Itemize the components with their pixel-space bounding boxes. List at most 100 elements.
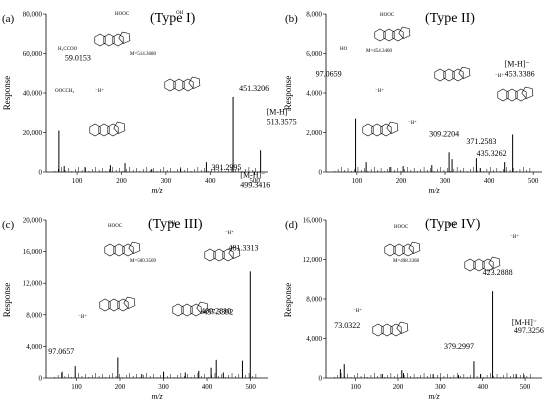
ring-shape xyxy=(372,323,384,337)
ring-shape xyxy=(190,303,202,317)
peak-annotation: 97.0659 xyxy=(316,70,342,79)
ring-shape xyxy=(89,123,101,137)
y-axis-label: Response xyxy=(283,283,293,318)
chart-title: (Type I) xyxy=(150,11,196,26)
ring-shape xyxy=(506,88,518,102)
molecule-structure xyxy=(104,241,141,257)
x-axis-label: m/z xyxy=(151,392,163,401)
peak-annotation: 437.3392 xyxy=(203,307,233,316)
peak-annotation: [M-H]⁻ xyxy=(512,318,537,327)
chart-panel-2: 0 2,000 4,000 6,000 8,000 100 200 300 400 500 m/z R… xyxy=(283,11,542,195)
x-tick-label: 500 xyxy=(249,177,260,185)
ring-shape xyxy=(196,301,209,314)
ring-shape xyxy=(488,256,501,269)
molecule-structure xyxy=(89,121,126,137)
structure-text: M=498.3368 xyxy=(393,259,420,264)
panel-label: (b) xyxy=(285,13,298,25)
chart-title: (Type III) xyxy=(148,217,203,232)
ring-shape xyxy=(515,88,527,102)
y-tick-label: 40,000 xyxy=(23,90,43,98)
ring-shape xyxy=(181,303,193,317)
ring-shape xyxy=(386,121,399,134)
y-tick-label: 16,000 xyxy=(303,217,323,225)
peak-annotation: 435.3262 xyxy=(477,149,507,158)
molecule-structure xyxy=(164,76,201,92)
ring-shape xyxy=(473,258,485,272)
x-tick-label: 400 xyxy=(202,383,213,391)
y-tick-label: 0 xyxy=(319,375,323,383)
peak-annotation: 371.2583 xyxy=(466,137,496,146)
peak-annotation: [M-H]⁻ xyxy=(505,59,530,68)
x-axis-label: m/z xyxy=(428,392,440,401)
structure-text: ⁻H⁺ xyxy=(408,120,417,126)
chart-panel-4: 0 4,000 8,000 12,000 16,000 100 200 300 400 500 m/… xyxy=(283,217,544,402)
ring-shape xyxy=(362,123,374,137)
y-tick-label: 8,000 xyxy=(26,311,42,319)
x-tick-label: 400 xyxy=(205,177,216,185)
peak-annotation: 379.2997 xyxy=(444,342,474,351)
panel-label: (d) xyxy=(285,219,298,231)
x-tick-label: 400 xyxy=(484,177,495,185)
ring-shape xyxy=(99,298,111,312)
structure-text: HOOC xyxy=(380,13,395,18)
molecule-structure xyxy=(497,86,534,102)
peak-annotation: 391.2995 xyxy=(211,163,241,172)
ring-shape xyxy=(103,33,115,47)
structure-text: H₃CCOO xyxy=(58,47,78,52)
peak-annotation: 423.2888 xyxy=(483,268,513,277)
panel-label: (a) xyxy=(2,13,15,25)
structure-text: ⁻H⁺ xyxy=(375,88,384,94)
ring-shape xyxy=(464,258,476,272)
molecule-structure xyxy=(94,31,131,47)
y-tick-label: 2,000 xyxy=(306,129,322,137)
ring-shape xyxy=(98,123,110,137)
ring-shape xyxy=(497,88,509,102)
molecule-structure xyxy=(372,321,409,337)
structure-text: ⁻H⁺ xyxy=(495,73,504,79)
peak-annotation: 453.3386 xyxy=(505,69,535,78)
structure-text: OH xyxy=(448,223,456,228)
peak-annotation: 97.0657 xyxy=(48,347,74,356)
x-tick-label: 500 xyxy=(245,383,256,391)
structure-text: ⁻H⁺ xyxy=(510,234,519,240)
structure-text: M=454.3460 xyxy=(366,49,393,54)
ring-shape xyxy=(104,243,116,257)
structure-text: ⁻H⁺ xyxy=(95,88,104,94)
x-tick-label: 200 xyxy=(115,383,126,391)
ring-shape xyxy=(390,323,402,337)
x-tick-label: 500 xyxy=(520,383,531,391)
ring-shape xyxy=(112,33,124,47)
y-tick-label: 0 xyxy=(39,375,43,383)
ring-shape xyxy=(371,123,383,137)
molecule-structure xyxy=(434,66,471,82)
ring-shape xyxy=(458,66,471,79)
structure-text: HO xyxy=(340,47,348,52)
x-tick-label: 300 xyxy=(440,177,451,185)
y-tick-label: 16,000 xyxy=(23,248,43,256)
chart-title: (Type II) xyxy=(425,11,475,26)
ring-shape xyxy=(380,123,392,137)
structure-text: ⁻H⁺ xyxy=(225,230,234,236)
structure-text: HOOC xyxy=(115,12,130,17)
peak-annotation: 481.3313 xyxy=(228,244,258,253)
y-tick-label: 8,000 xyxy=(306,296,322,304)
ring-shape xyxy=(173,78,185,92)
ring-shape xyxy=(398,26,411,39)
ring-shape xyxy=(117,298,129,312)
y-tick-label: 12,000 xyxy=(23,280,43,288)
y-tick-label: 12,000 xyxy=(303,256,323,264)
peak-annotation: 499.3416 xyxy=(240,180,270,189)
molecule-structure xyxy=(99,296,136,312)
ring-shape xyxy=(402,243,414,257)
y-tick-label: 60,000 xyxy=(23,50,43,58)
peak-annotation: 513.3575 xyxy=(267,117,297,126)
chart-panel-1: 0 20,000 40,000 60,000 80,000 100 200 300 400 500… xyxy=(2,11,297,196)
y-tick-label: 4,000 xyxy=(26,343,42,351)
ring-shape xyxy=(521,86,534,99)
peak-annotation: 409.2810 xyxy=(201,307,231,316)
chart-title: (Type IV) xyxy=(425,217,481,232)
molecule-structure xyxy=(172,301,209,317)
ring-shape xyxy=(123,296,136,309)
y-axis-label: Response xyxy=(2,76,12,111)
molecule-structure xyxy=(384,241,421,257)
